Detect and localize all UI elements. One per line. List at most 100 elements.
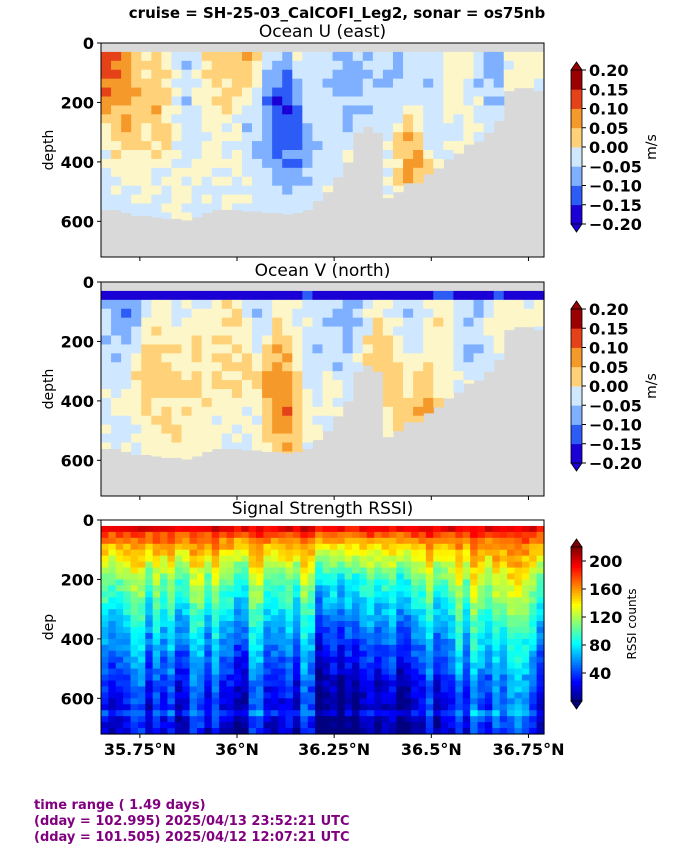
heatmap-cell [493,299,505,310]
colorbar-tick-label: −0.05 [589,396,642,415]
heatmap-cell [256,603,265,610]
heatmap-cell [272,424,283,435]
heatmap-cell [189,662,198,670]
heatmap-cell [362,114,374,124]
heatmap-cell [252,415,263,426]
heatmap-cell [256,525,265,533]
colorbar-extend-max [570,538,583,548]
heatmap-cell [396,722,405,729]
heatmap-cell [381,597,390,604]
heatmap-cell [221,69,233,80]
heatmap-cell [529,615,538,622]
heatmap-cell [462,674,471,682]
heatmap-cell [115,722,124,729]
heatmap-cell [329,549,338,557]
heatmap-cell [337,710,346,717]
heatmap-cell [521,716,530,723]
heatmap-cell [231,185,243,196]
heatmap-cell [382,176,394,187]
heatmap-cell [403,716,412,723]
heatmap-cell [171,123,183,133]
heatmap-cell [470,728,479,735]
heatmap-cell [181,451,193,460]
heatmap-cell [507,531,516,539]
heatmap-cell [111,299,122,310]
heatmap-cell [272,335,283,346]
heatmap-cell [108,722,117,729]
heatmap-cell [241,317,253,328]
heatmap-cell [312,335,324,346]
heatmap-cell [381,555,390,563]
heatmap-cell [167,716,176,723]
heatmap-cell [131,150,142,160]
heatmap-cell [529,728,538,735]
heatmap-cell [160,716,169,723]
heatmap-cell [101,371,112,381]
heatmap-cell [536,644,545,652]
heatmap-cell [381,531,390,539]
heatmap-cell [337,555,346,563]
heatmap-cell [413,344,424,354]
heatmap-cell [233,668,242,676]
heatmap-cell [418,609,427,616]
heatmap-cell [448,573,456,581]
heatmap-cell [307,531,316,539]
heatmap-cell [352,638,361,646]
heatmap-cell [366,597,375,604]
heatmap-cell [221,194,233,205]
heatmap-cell [433,123,444,133]
heatmap-cell [174,615,183,622]
heatmap-cell [423,141,434,151]
heatmap-cell [111,442,122,450]
end-time: (dday = 102.995) 2025/04/13 23:52:21 UTC [34,814,350,829]
heatmap-cell [196,680,205,688]
heatmap-cell [388,680,397,688]
heatmap-cell [167,531,176,539]
heatmap-cell [536,573,545,581]
heatmap-cell [211,389,223,399]
heatmap-cell [411,698,420,705]
heatmap-cell [315,650,324,658]
heatmap-cell [499,585,508,592]
heatmap-cell [123,728,132,735]
heatmap-cell [477,591,486,598]
heatmap-cell [121,299,132,310]
heatmap-cell [381,716,390,723]
heatmap-cell [300,549,309,557]
time-range: time range ( 1.49 days) [34,798,206,813]
heatmap-cell [425,561,434,569]
heatmap-cell [241,141,253,151]
heatmap-cell [278,579,287,586]
heatmap-cell [160,674,169,682]
heatmap-cell [248,585,257,592]
heatmap-cell [315,674,324,682]
colorbar-segment [571,89,582,109]
heatmap-cell [344,537,353,545]
heatmap-cell [226,555,235,563]
heatmap-cell [366,579,375,586]
heatmap-cell [282,105,293,115]
heatmap-cell [382,415,394,426]
heatmap-cell [189,728,198,735]
heatmap-cell [418,674,427,682]
heatmap-cell [382,317,394,328]
heatmap-cell [292,650,301,658]
heatmap-cell [315,710,324,717]
heatmap-cell [182,674,191,682]
heatmap-cell [278,603,287,610]
heatmap-cell [191,123,203,133]
heatmap-cell [219,632,228,640]
heatmap-cell [352,710,361,717]
heatmap-cell [263,644,272,652]
heatmap-cell [123,585,132,592]
heatmap-cell [312,96,324,107]
heatmap-cell [382,96,394,107]
heatmap-cell [477,698,486,705]
heatmap-cell [366,722,375,729]
heatmap-cell [211,415,223,426]
heatmap-cell [366,686,375,693]
heatmap-cell [233,674,242,682]
heatmap-cell [101,662,109,670]
heatmap-cell [374,609,383,616]
heatmap-cell [322,632,331,640]
